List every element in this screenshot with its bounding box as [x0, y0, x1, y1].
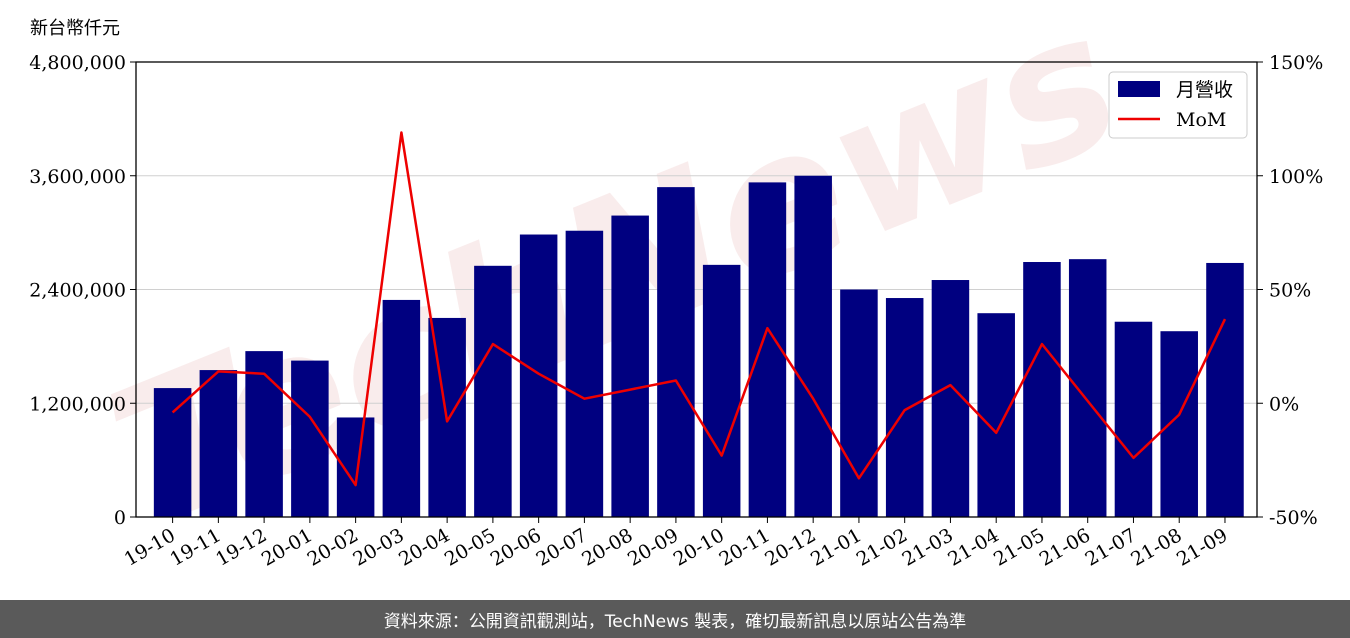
y-axis-unit-label: 新台幣仟元: [30, 18, 120, 39]
right-tick-label-0: -50%: [1269, 507, 1318, 529]
legend-bar-swatch: [1118, 81, 1160, 97]
left-tick-label-0: 0: [114, 507, 126, 529]
x-tick-label-20-06: 20-06: [487, 524, 545, 570]
left-tick-label-3: 3,600,000: [29, 166, 126, 188]
bar-20-07: [565, 230, 604, 517]
x-tick-label-21-04: 21-04: [944, 524, 1002, 570]
bar-20-10: [702, 264, 741, 517]
bar-20-01: [291, 360, 329, 517]
bar-20-05: [474, 265, 512, 517]
x-tick-label-21-08: 21-08: [1127, 524, 1185, 570]
x-tick-label-20-09: 20-09: [624, 524, 682, 570]
legend-bar-label: 月營收: [1176, 79, 1233, 101]
x-tick-label-21-03: 21-03: [898, 524, 956, 570]
left-tick-label-1: 1,200,000: [29, 393, 126, 415]
x-tick-label-21-06: 21-06: [1036, 524, 1094, 570]
x-tick-label-21-05: 21-05: [990, 524, 1048, 570]
x-tick-label-20-07: 20-07: [532, 524, 590, 570]
right-tick-label-4: 150%: [1269, 52, 1323, 74]
left-tick-label-4: 4,800,000: [29, 52, 126, 74]
bar-21-02: [885, 298, 924, 517]
bar-21-05: [1023, 262, 1061, 517]
x-tick-label-21-09: 21-09: [1173, 524, 1231, 570]
right-tick-label-2: 50%: [1269, 280, 1311, 302]
bar-series: [153, 175, 1244, 518]
bar-19-11: [199, 370, 238, 517]
bar-21-09: [1206, 262, 1244, 517]
mom-line: [171, 131, 1227, 487]
x-tick-label-20-04: 20-04: [395, 524, 453, 570]
bar-19-10: [153, 388, 192, 517]
revenue-chart: TechNews 01,200,0002,400,0003,600,0004,8…: [29, 0, 1323, 571]
legend-line-label: MoM: [1176, 109, 1226, 131]
right-tick-label-3: 100%: [1269, 166, 1323, 188]
footer-source-note: 資料來源：公開資訊觀測站，TechNews 製表，確切最新訊息以原站公告為準: [0, 600, 1350, 638]
x-tick-label-20-01: 20-01: [258, 524, 316, 570]
x-tick-label-20-05: 20-05: [441, 524, 499, 570]
right-tick-label-1: 0%: [1269, 393, 1299, 415]
bar-20-03: [382, 299, 421, 517]
x-tick-label-21-02: 21-02: [853, 524, 911, 570]
x-tick-label-20-10: 20-10: [670, 524, 728, 570]
legend: 月營收 MoM: [1108, 71, 1248, 139]
x-tick-label-20-02: 20-02: [304, 524, 362, 570]
bar-21-07: [1114, 321, 1153, 517]
bar-21-04: [977, 313, 1015, 517]
left-tick-label-2: 2,400,000: [29, 280, 126, 302]
bar-20-12: [794, 175, 832, 517]
x-tick-label-21-07: 21-07: [1082, 524, 1140, 570]
x-tick-label-20-08: 20-08: [578, 524, 636, 570]
x-tick-label-20-12: 20-12: [761, 524, 819, 570]
x-tick-label-20-03: 20-03: [349, 524, 407, 570]
bar-19-12: [245, 351, 283, 517]
bar-20-06: [519, 234, 558, 518]
bar-20-08: [611, 215, 649, 517]
bar-20-09: [657, 187, 695, 517]
bar-21-08: [1160, 331, 1198, 517]
x-tick-label-21-01: 21-01: [807, 524, 865, 570]
x-tick-label-20-11: 20-11: [715, 524, 773, 570]
bar-21-01: [840, 289, 878, 517]
bar-21-06: [1068, 259, 1107, 517]
line-series: [171, 131, 1227, 487]
